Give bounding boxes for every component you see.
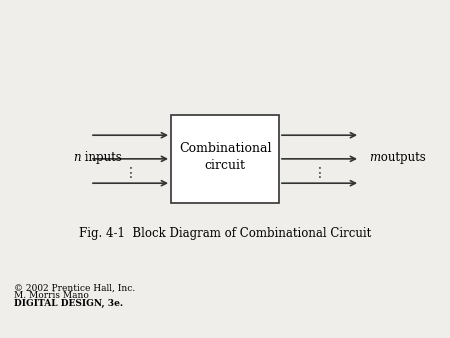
Text: DIGITAL DESIGN, 3e.: DIGITAL DESIGN, 3e. <box>14 298 122 308</box>
Text: ⋮: ⋮ <box>124 166 137 180</box>
Bar <box>171 115 279 203</box>
Text: M. Morris Mano: M. Morris Mano <box>14 291 88 300</box>
Text: Fig. 4-1  Block Diagram of Combinational Circuit: Fig. 4-1 Block Diagram of Combinational … <box>79 227 371 240</box>
Text: inputs: inputs <box>81 151 122 164</box>
Text: n: n <box>73 151 81 164</box>
Text: © 2002 Prentice Hall, Inc.: © 2002 Prentice Hall, Inc. <box>14 283 135 292</box>
Text: outputs: outputs <box>377 151 426 164</box>
Text: circuit: circuit <box>204 159 246 172</box>
Text: Combinational: Combinational <box>179 142 271 155</box>
Text: ⋮: ⋮ <box>313 166 326 180</box>
Text: m: m <box>369 151 380 164</box>
